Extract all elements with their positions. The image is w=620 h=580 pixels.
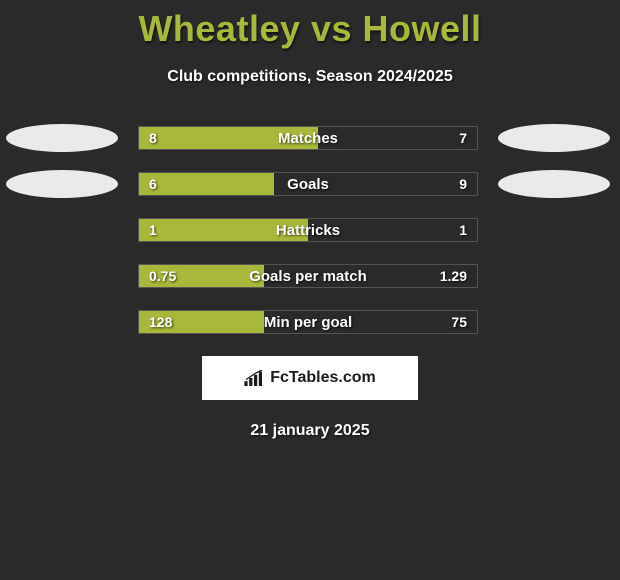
stat-label: Goals xyxy=(287,176,329,193)
date-label: 21 january 2025 xyxy=(0,422,620,440)
stat-bar-fill xyxy=(139,173,274,195)
stat-row: 6 Goals 9 xyxy=(0,172,620,196)
stat-value-left: 128 xyxy=(149,314,172,330)
stat-value-left: 6 xyxy=(149,176,157,192)
player-left-marker xyxy=(6,124,118,152)
stat-bar: 128 Min per goal 75 xyxy=(138,310,478,334)
stat-label: Goals per match xyxy=(249,268,367,285)
stat-row: 1 Hattricks 1 xyxy=(0,218,620,242)
stat-value-left: 1 xyxy=(149,222,157,238)
brand-badge: FcTables.com xyxy=(202,356,418,400)
brand-label: FcTables.com xyxy=(270,369,376,387)
stat-row: 0.75 Goals per match 1.29 xyxy=(0,264,620,288)
stat-value-right: 75 xyxy=(451,314,467,330)
stat-label: Matches xyxy=(278,130,338,147)
comparison-chart: 8 Matches 7 6 Goals 9 1 Hattricks 1 0.75 Goals per… xyxy=(0,126,620,334)
stat-value-right: 1 xyxy=(459,222,467,238)
stat-value-left: 0.75 xyxy=(149,268,176,284)
stat-bar: 6 Goals 9 xyxy=(138,172,478,196)
stat-label: Min per goal xyxy=(264,314,352,331)
subtitle: Club competitions, Season 2024/2025 xyxy=(0,68,620,86)
player-left-marker xyxy=(6,170,118,198)
stat-label: Hattricks xyxy=(276,222,340,239)
chart-icon xyxy=(244,370,264,386)
stat-value-right: 7 xyxy=(459,130,467,146)
stat-value-right: 1.29 xyxy=(440,268,467,284)
player-right-marker xyxy=(498,124,610,152)
page-title: Wheatley vs Howell xyxy=(0,0,620,50)
stat-value-right: 9 xyxy=(459,176,467,192)
stat-bar: 0.75 Goals per match 1.29 xyxy=(138,264,478,288)
stat-value-left: 8 xyxy=(149,130,157,146)
player-right-marker xyxy=(498,170,610,198)
stat-row: 128 Min per goal 75 xyxy=(0,310,620,334)
stat-bar: 1 Hattricks 1 xyxy=(138,218,478,242)
stat-bar: 8 Matches 7 xyxy=(138,126,478,150)
stat-row: 8 Matches 7 xyxy=(0,126,620,150)
